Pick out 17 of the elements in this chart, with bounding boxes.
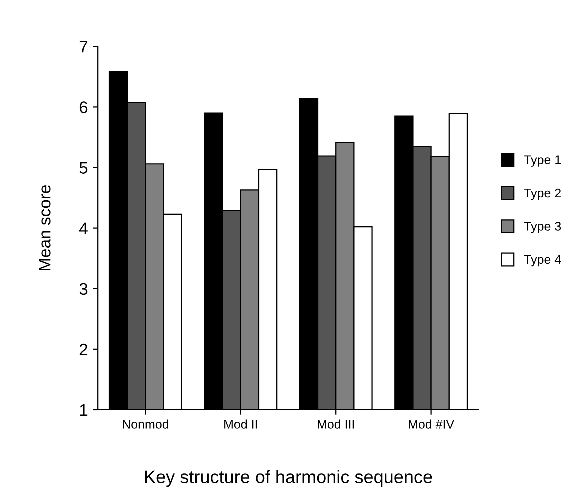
y-tick-label: 6 bbox=[80, 102, 88, 114]
legend-label: Type 1 bbox=[524, 156, 561, 167]
y-tick-label: 7 bbox=[80, 41, 88, 53]
x-tick-label: Nonmod bbox=[123, 420, 169, 429]
legend-label: Type 4 bbox=[524, 255, 562, 267]
y-tick-label: 4 bbox=[79, 222, 88, 234]
x-tick-label: Mod #IV bbox=[409, 420, 455, 429]
x-tick-label: Mod II bbox=[224, 420, 258, 429]
y-tick-label: 2 bbox=[80, 344, 88, 356]
y-tick-label: 3 bbox=[80, 283, 88, 296]
y-tick-label: 5 bbox=[80, 162, 88, 174]
legend-label: Type 3 bbox=[524, 222, 562, 234]
x-axis-title: Key structure of harmonic sequence bbox=[145, 470, 432, 488]
y-axis-title: Mean score bbox=[39, 186, 51, 270]
y-tick-label: 1 bbox=[80, 404, 88, 416]
legend-label: Type 2 bbox=[524, 188, 561, 200]
x-tick-label: Mod III bbox=[318, 420, 354, 429]
